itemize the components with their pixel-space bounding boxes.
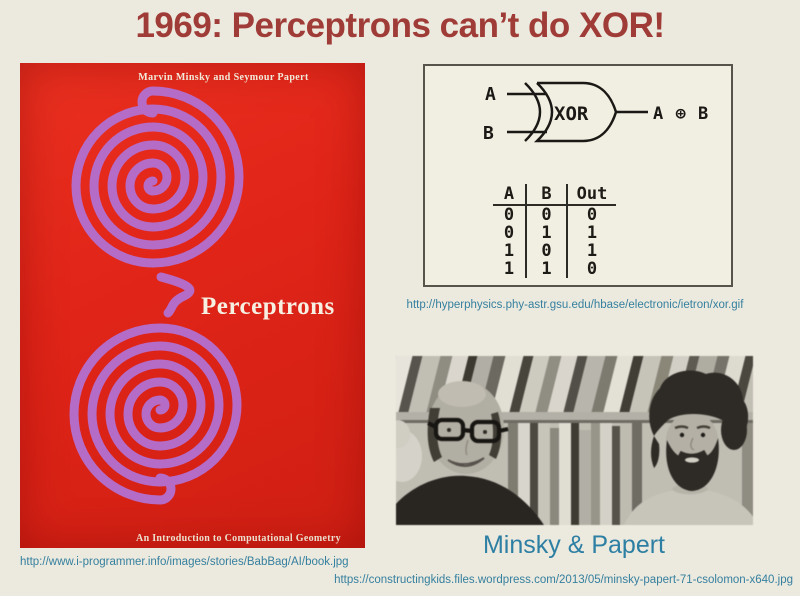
truth-table-cell: 1 [503,259,515,279]
gate-input-a-label: A [485,84,496,105]
book-subtitle: An Introduction to Computational Geometr… [136,533,341,544]
truth-table-cell: 0 [525,206,566,224]
book-title: Perceptrons [201,293,335,320]
bookshelf-lower [508,423,753,525]
xor-truth-table: A B Out 0 0 0 0 1 1 1 0 1 1 1 0 [493,184,616,278]
book-source-url: http://www.i-programmer.info/images/stor… [20,556,349,568]
minsky-glasses [427,417,509,444]
truth-table-header-row: A B Out [493,184,616,206]
minsky-papert-photo [382,350,775,525]
shelf-board [396,412,753,421]
truth-table-cell: 0 [503,205,515,225]
book-spiral-art [69,86,244,505]
top-spiral [71,86,244,268]
xor-gate-diagram: A B XOR A ⊕ B [483,81,709,144]
spiral-connector [156,272,195,318]
truth-table-row: 1 1 0 [493,260,616,278]
truth-table-cell: 0 [566,260,616,278]
gate-output-label: A ⊕ B [653,104,709,124]
gate-label: XOR [554,103,589,125]
book-cover-image: Marvin Minsky and Seymour Papert Percept… [20,63,365,548]
truth-table-cell: 1 [525,260,566,278]
truth-table-cell: 0 [525,242,566,260]
xor-gate-body [533,81,618,143]
papert-figure [624,370,758,525]
truth-table-row: 0 0 0 [493,206,616,224]
truth-table-cell: 1 [566,224,616,242]
shelf-shadow [396,420,753,423]
bottom-spiral [69,323,242,505]
minsky-figure [394,381,544,525]
truth-table-cell: 1 [566,242,616,260]
truth-table-header-b: B [525,184,566,204]
photo-caption: Minsky & Papert [482,531,665,559]
xor-figure-panel: A B XOR A ⊕ B A B Out 0 0 0 0 1 [423,64,733,287]
truth-table-header-out: Out [566,184,616,204]
gate-input-b-label: B [483,123,494,144]
bookshelf-upper [382,350,775,414]
truth-table-row: 0 1 1 [493,224,616,242]
truth-table-row: 1 0 1 [493,242,616,260]
photo-source-url: https://constructingkids.files.wordpress… [334,574,793,586]
truth-table-cell: 1 [503,241,515,261]
slide-title: 1969: Perceptrons can’t do XOR! [135,6,665,45]
truth-table-cell: 1 [525,224,566,242]
xor-source-url: http://hyperphysics.phy-astr.gsu.edu/hba… [406,299,744,311]
xor-extra-curve [524,82,542,142]
truth-table-header-a: A [503,184,515,204]
truth-table-cell: 0 [503,223,515,243]
truth-table-cell: 0 [566,206,616,224]
book-authors: Marvin Minsky and Seymour Papert [138,72,309,83]
